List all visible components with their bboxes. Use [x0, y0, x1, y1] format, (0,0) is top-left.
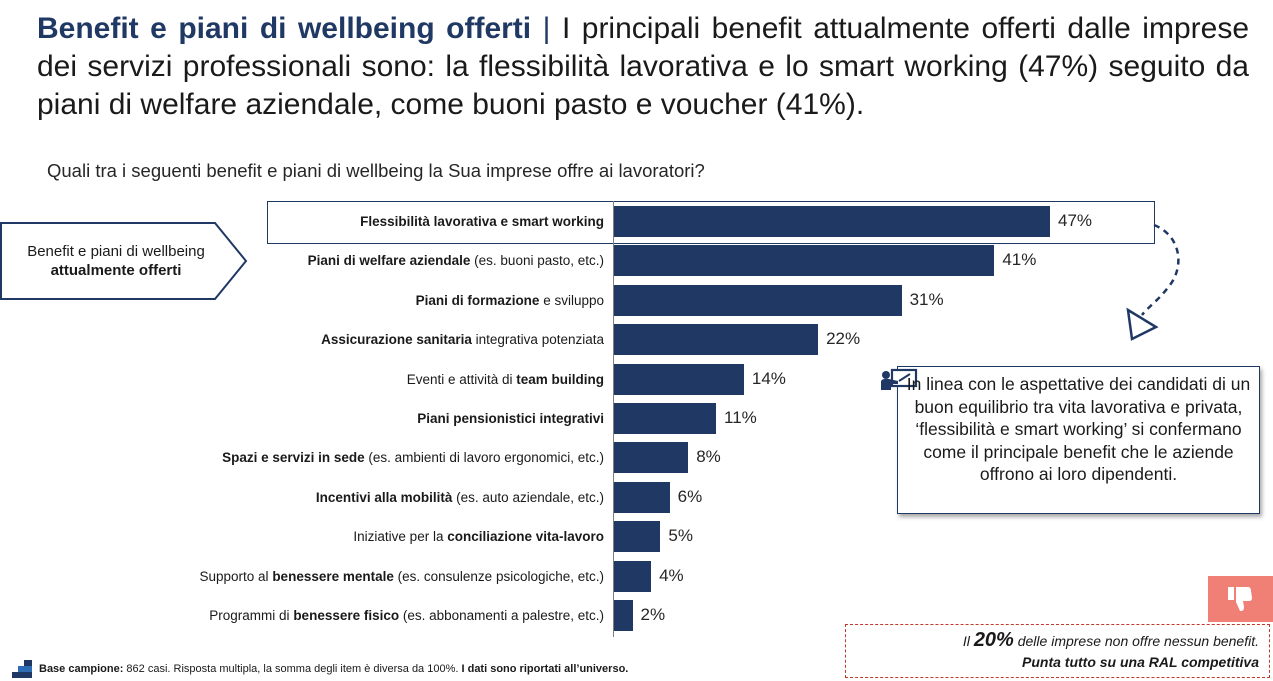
category-label: Programmi di benessere fisico (es. abbon…: [209, 608, 604, 623]
note-dashed-box: [845, 624, 1270, 678]
category-label: Flessibilità lavorativa e smart working: [360, 214, 604, 229]
value-label: 47%: [1058, 211, 1093, 230]
value-label: 22%: [826, 329, 861, 349]
value-label: 14%: [751, 368, 786, 388]
category-label: Assicurazione sanitaria integrativa pote…: [321, 332, 604, 348]
category-label: Piani di welfare aziendale (es. buoni pa…: [307, 253, 604, 269]
category-label: Piani di formazione e sviluppo: [415, 292, 604, 308]
bar: [614, 363, 744, 395]
value-label: 8%: [696, 447, 721, 467]
bar: [614, 442, 689, 474]
title-bold: Benefit e piani di wellbeing offerti: [37, 12, 532, 45]
note-pre: Il: [962, 633, 974, 649]
survey-question: Quali tra i seguenti benefit e piani di …: [47, 160, 705, 181]
value-label: 4%: [659, 565, 684, 585]
note-post: delle imprese non offre nessun benefit.: [1013, 633, 1259, 649]
bar: [614, 481, 670, 513]
chart-axis-line: [613, 201, 614, 637]
bar: [614, 324, 819, 356]
value-label: 6%: [677, 486, 703, 506]
bar: [614, 600, 633, 631]
side-chevron-shape: [0, 222, 248, 300]
highlight-box: [267, 201, 1155, 244]
bar: [614, 206, 1050, 237]
presentation-board-icon: [881, 368, 918, 390]
title-separator: |: [542, 12, 551, 45]
value-label: 11%: [724, 408, 757, 427]
footnote: Base campione: 862 casi. Risposta multip…: [39, 663, 628, 675]
title-text: I principali benefit attualmente offerti…: [37, 12, 1249, 121]
category-label: Spazi e servizi in sede (es. ambienti di…: [222, 450, 604, 466]
value-label: 31%: [909, 289, 944, 309]
thumbs-down-icon: [1228, 587, 1252, 611]
stairs-logo-icon: [12, 660, 32, 678]
dashed-arrow: [1126, 223, 1180, 341]
category-label: Supporto al benessere mentale (es. consu…: [199, 568, 605, 584]
footnote-text: 862 casi. Risposta multipla, la somma de…: [123, 663, 462, 675]
bar: [614, 403, 717, 434]
side-label: Benefit e piani di wellbeing attualmente…: [0, 242, 232, 280]
value-label: 2%: [640, 605, 666, 624]
bar: [614, 245, 995, 277]
page-title: Benefit e piani di wellbeing offerti | I…: [37, 10, 1249, 124]
side-label-line2: attualmente offerti: [50, 262, 182, 279]
value-label: 5%: [668, 526, 693, 546]
category-label: Piani pensionistici integrativi: [417, 411, 604, 426]
callout-text: In linea con le aspettative dei candidat…: [906, 374, 1251, 484]
footnote-bold2: I dati sono riportati all’universo.: [461, 663, 629, 675]
note-text: Il 20% delle imprese non offre nessun be…: [963, 630, 1259, 673]
bar: [614, 284, 902, 316]
footnote-bold1: Base campione:: [39, 663, 124, 675]
category-label: Incentivi alla mobilità (es. auto aziend…: [315, 489, 604, 505]
side-label-line1: Benefit e piani di wellbeing: [27, 243, 205, 260]
note-line2: Punta tutto su una RAL competitiva: [1022, 654, 1259, 670]
callout-box: [897, 366, 1260, 514]
value-label: 41%: [1002, 250, 1037, 270]
category-label: Eventi e attività di team building: [406, 371, 604, 387]
bar: [614, 560, 652, 592]
bar: [614, 521, 661, 553]
note-percentage: 20%: [973, 629, 1014, 651]
category-label: Iniziative per la conciliazione vita-lav…: [353, 529, 604, 545]
thumbs-down-badge: [1208, 576, 1273, 622]
note-line1: Il 20% delle imprese non offre nessun be…: [963, 630, 1259, 652]
